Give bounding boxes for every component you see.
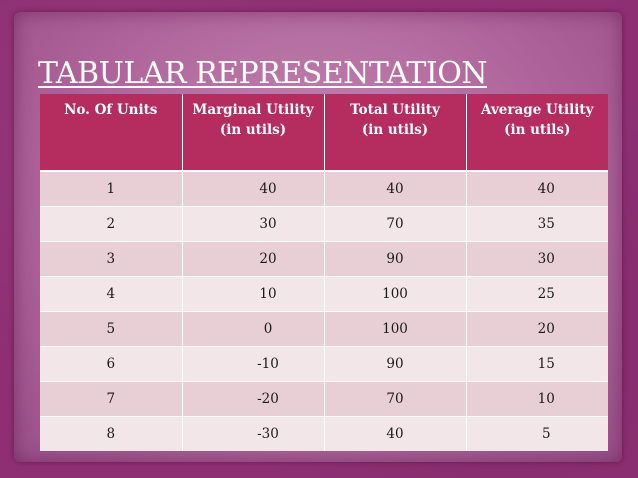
cell-units: 5: [40, 311, 183, 347]
cell-marginal-utility: 0: [182, 311, 325, 347]
header-no-of-units: No. Of Units: [40, 94, 183, 171]
header-total-utility: Total Utility (in utils): [324, 94, 467, 171]
table-row: 1 40 40 40: [40, 170, 608, 207]
cell-marginal-utility: 30: [182, 206, 325, 242]
table-row: 7 -20 70 10: [40, 381, 608, 417]
cell-marginal-utility: -20: [182, 381, 325, 417]
header-line: Total Utility: [350, 102, 440, 118]
cell-average-utility: 40: [466, 170, 608, 207]
slide-title: TABULAR REPRESENTATION: [38, 56, 488, 91]
cell-total-utility: 90: [324, 346, 467, 382]
cell-units: 7: [40, 381, 183, 417]
table-row: 4 10 100 25: [40, 276, 608, 312]
cell-average-utility: 5: [466, 416, 608, 451]
cell-marginal-utility: 10: [182, 276, 325, 312]
header-line: Average Utility: [481, 102, 594, 118]
cell-units: 2: [40, 206, 183, 242]
header-line: No. Of Units: [64, 102, 158, 118]
cell-average-utility: 20: [466, 311, 608, 347]
cell-total-utility: 100: [324, 311, 467, 347]
cell-marginal-utility: 40: [182, 170, 325, 207]
table-row: 6 -10 90 15: [40, 346, 608, 382]
cell-total-utility: 100: [324, 276, 467, 312]
table-row: 8 -30 40 5: [40, 416, 608, 451]
cell-average-utility: 15: [466, 346, 608, 382]
cell-total-utility: 90: [324, 241, 467, 277]
table-row: 2 30 70 35: [40, 206, 608, 242]
cell-units: 6: [40, 346, 183, 382]
cell-units: 4: [40, 276, 183, 312]
header-line: Marginal Utility: [192, 102, 314, 118]
cell-units: 8: [40, 416, 183, 451]
cell-total-utility: 70: [324, 206, 467, 242]
utility-table: No. Of Units Marginal Utility (in utils)…: [40, 94, 608, 451]
header-unit: (in utils): [219, 122, 287, 138]
header-unit: (in utils): [361, 122, 429, 138]
header-average-utility: Average Utility (in utils): [466, 94, 608, 171]
table-row: 5 0 100 20: [40, 311, 608, 347]
cell-average-utility: 30: [466, 241, 608, 277]
cell-total-utility: 70: [324, 381, 467, 417]
cell-marginal-utility: 20: [182, 241, 325, 277]
cell-average-utility: 35: [466, 206, 608, 242]
cell-units: 1: [40, 170, 183, 207]
cell-marginal-utility: -10: [182, 346, 325, 382]
cell-total-utility: 40: [324, 170, 467, 207]
table-row: 3 20 90 30: [40, 241, 608, 277]
cell-average-utility: 10: [466, 381, 608, 417]
header-marginal-utility: Marginal Utility (in utils): [182, 94, 325, 171]
header-unit: (in utils): [504, 122, 571, 138]
cell-units: 3: [40, 241, 183, 277]
table-header-row: No. Of Units Marginal Utility (in utils)…: [40, 94, 608, 171]
cell-total-utility: 40: [324, 416, 467, 451]
cell-average-utility: 25: [466, 276, 608, 312]
cell-marginal-utility: -30: [182, 416, 325, 451]
